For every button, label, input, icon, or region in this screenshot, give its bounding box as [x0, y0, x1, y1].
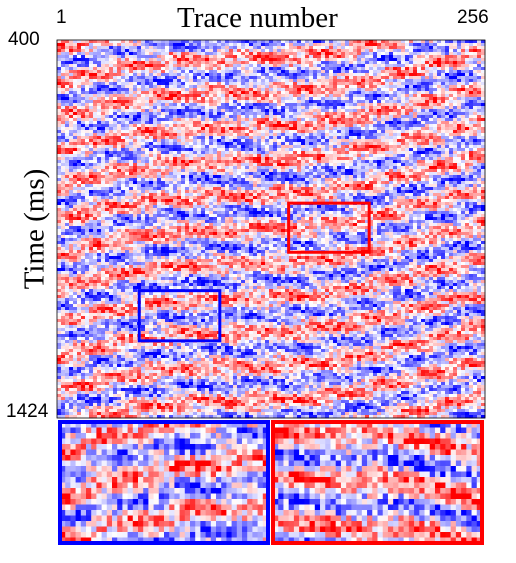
blue-zoom-border — [58, 420, 270, 545]
red-zoom-cells — [273, 422, 483, 544]
plot-frame — [56, 39, 486, 419]
red-zoom-border — [271, 420, 484, 545]
x-axis-label: Trace number — [177, 2, 338, 34]
y-tick-min: 400 — [8, 29, 40, 50]
x-tick-min: 1 — [56, 7, 67, 28]
highlight-boxes — [137, 201, 371, 343]
red-box — [287, 201, 371, 254]
y-tick-max: 1424 — [6, 401, 49, 422]
inset-panels — [58, 420, 484, 545]
blue-zoom-cells — [60, 422, 269, 544]
blue-box — [137, 289, 222, 343]
heatmap-cells — [57, 40, 486, 419]
x-tick-max: 256 — [457, 7, 489, 28]
main-heatmap — [56, 39, 486, 419]
